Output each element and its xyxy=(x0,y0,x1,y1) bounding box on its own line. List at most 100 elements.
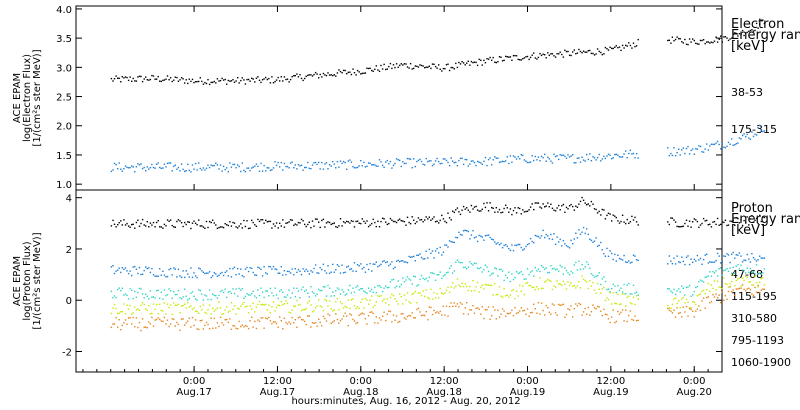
data-point xyxy=(596,245,599,247)
data-point xyxy=(216,297,219,299)
data-point xyxy=(215,224,217,226)
data-point xyxy=(148,168,150,170)
data-point xyxy=(603,286,605,289)
data-point xyxy=(718,286,720,288)
data-point xyxy=(198,80,200,83)
data-point xyxy=(701,151,703,153)
data-point xyxy=(361,268,363,270)
data-point xyxy=(623,283,625,286)
data-point xyxy=(169,290,172,292)
data-point xyxy=(311,220,314,222)
data-point xyxy=(526,243,529,246)
data-point xyxy=(447,63,449,65)
data-point xyxy=(233,292,236,295)
data-point xyxy=(403,294,406,296)
data-point xyxy=(363,161,365,164)
data-point xyxy=(198,289,200,291)
data-point xyxy=(394,319,396,321)
data-point xyxy=(757,126,759,129)
data-point xyxy=(304,308,306,311)
data-point xyxy=(424,258,426,260)
data-point xyxy=(737,264,739,266)
data-point xyxy=(204,227,206,229)
data-point xyxy=(143,78,145,80)
data-point xyxy=(233,222,236,224)
data-point xyxy=(540,155,543,158)
data-point xyxy=(637,224,639,226)
data-point xyxy=(324,286,326,288)
data-point xyxy=(434,65,437,68)
data-point xyxy=(291,219,293,221)
data-point xyxy=(483,268,485,271)
data-point xyxy=(313,267,315,270)
data-point xyxy=(634,303,636,306)
data-point xyxy=(131,223,133,226)
data-point xyxy=(316,325,318,327)
data-point xyxy=(162,227,164,229)
data-point xyxy=(444,220,446,223)
data-point xyxy=(342,315,345,317)
data-point xyxy=(550,160,552,162)
data-point xyxy=(621,44,624,47)
data-point xyxy=(512,249,515,252)
data-point xyxy=(210,313,212,315)
data-point xyxy=(268,167,270,169)
data-point xyxy=(692,148,694,150)
data-point xyxy=(456,303,459,305)
data-point xyxy=(529,56,532,59)
data-point xyxy=(113,223,116,225)
data-point xyxy=(347,160,349,162)
data-point xyxy=(135,309,138,311)
data-point xyxy=(141,80,144,83)
data-point xyxy=(198,267,200,269)
data-point xyxy=(199,305,201,308)
data-point xyxy=(635,221,638,223)
data-point xyxy=(356,285,359,287)
data-point xyxy=(275,268,278,271)
data-point xyxy=(212,275,214,277)
data-point xyxy=(279,316,281,318)
data-point xyxy=(623,320,625,322)
data-point xyxy=(424,278,426,281)
data-point xyxy=(299,165,301,167)
data-point xyxy=(702,258,705,261)
data-point xyxy=(400,260,402,262)
data-point xyxy=(685,298,688,301)
data-point xyxy=(208,166,211,169)
data-point xyxy=(596,282,599,285)
data-point xyxy=(168,268,170,271)
data-point xyxy=(149,78,152,81)
data-point xyxy=(305,323,307,326)
data-point xyxy=(240,289,242,291)
data-point xyxy=(277,297,279,300)
data-point xyxy=(212,219,214,221)
data-point xyxy=(483,317,485,320)
data-point xyxy=(470,160,473,162)
data-point xyxy=(472,305,474,307)
data-point xyxy=(492,294,494,296)
data-point xyxy=(670,307,672,309)
y-tick-label: 0 xyxy=(66,296,72,307)
data-point xyxy=(685,147,688,150)
data-point xyxy=(254,224,256,226)
data-point xyxy=(313,322,315,324)
data-point xyxy=(598,210,600,213)
data-point xyxy=(378,159,381,161)
data-point xyxy=(151,224,153,226)
data-point xyxy=(726,283,728,286)
data-point xyxy=(272,321,275,323)
y-tick-label: 1.5 xyxy=(56,151,72,162)
data-point xyxy=(110,170,113,173)
data-point xyxy=(462,266,465,269)
data-point xyxy=(330,74,332,76)
data-point xyxy=(137,163,139,165)
data-point xyxy=(249,227,251,229)
data-point xyxy=(592,52,594,55)
data-point xyxy=(338,166,340,168)
data-point xyxy=(572,205,574,208)
data-point xyxy=(318,272,320,274)
data-point xyxy=(568,205,571,207)
data-point xyxy=(620,156,622,158)
data-point xyxy=(556,155,558,157)
data-point xyxy=(342,291,345,293)
